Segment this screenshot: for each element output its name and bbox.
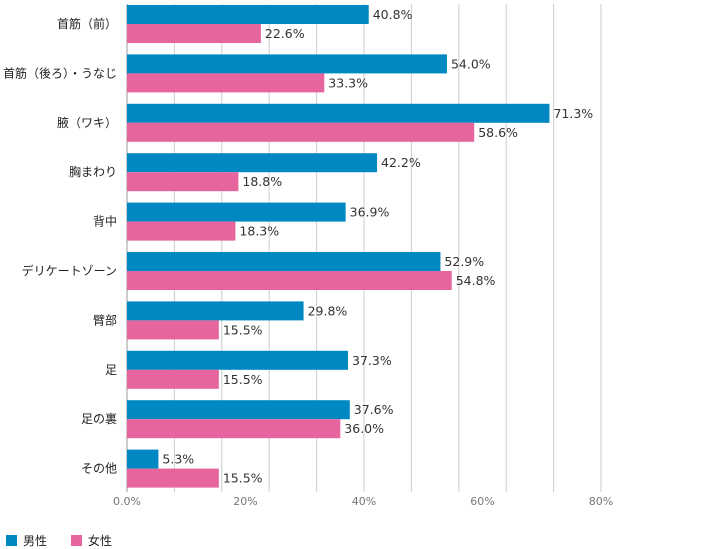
category-label: 首筋（前） bbox=[57, 16, 117, 31]
category-label: 胸まわり bbox=[69, 164, 117, 179]
data-label: 52.9% bbox=[444, 254, 484, 269]
data-label: 15.5% bbox=[223, 322, 263, 337]
data-label: 18.8% bbox=[242, 174, 282, 189]
category-label: 足の裏 bbox=[81, 411, 117, 426]
category-label: その他 bbox=[81, 462, 117, 476]
x-tick-labels: 0.0% 20% 40% 60% 80% bbox=[113, 495, 613, 508]
bar-female bbox=[127, 172, 239, 192]
data-label: 54.8% bbox=[456, 273, 496, 288]
bar-female bbox=[127, 271, 452, 290]
legend-label-male: 男性 bbox=[23, 534, 48, 548]
x-tick-label: 40% bbox=[352, 495, 376, 508]
x-tick-label: 80% bbox=[589, 495, 613, 508]
legend-swatch-male bbox=[6, 535, 17, 546]
data-label: 54.0% bbox=[451, 56, 491, 71]
data-label: 71.3% bbox=[553, 106, 593, 121]
legend-item-male: 男性 bbox=[6, 532, 47, 549]
bar-male bbox=[127, 252, 441, 271]
category-label: 背中 bbox=[93, 214, 117, 229]
data-label: 58.6% bbox=[478, 125, 518, 140]
data-label: 37.6% bbox=[354, 402, 394, 417]
bar-female bbox=[127, 24, 261, 43]
category-label: 臂部 bbox=[93, 312, 117, 327]
data-label: 5.3% bbox=[162, 452, 194, 467]
category-label: 腋（ワキ） bbox=[57, 115, 117, 130]
data-label: 40.8% bbox=[373, 7, 413, 22]
bar-male bbox=[127, 153, 378, 173]
legend: 男性 女性 bbox=[6, 532, 112, 549]
bar-male bbox=[127, 301, 304, 321]
data-label: 36.9% bbox=[350, 205, 390, 220]
bar-female bbox=[127, 419, 341, 439]
data-label: 37.3% bbox=[352, 353, 392, 368]
x-tick-label: 0.0% bbox=[113, 495, 141, 508]
category-label: 首筋（後ろ）・うなじ bbox=[3, 65, 117, 80]
legend-swatch-female bbox=[71, 535, 83, 546]
bar-female bbox=[127, 221, 236, 241]
bar-male bbox=[127, 449, 159, 469]
bar-male bbox=[127, 400, 350, 420]
bar-male bbox=[127, 54, 447, 74]
data-label: 15.5% bbox=[223, 471, 263, 486]
bar-female bbox=[127, 369, 219, 389]
bar-female bbox=[127, 320, 219, 340]
data-label: 29.8% bbox=[308, 303, 348, 318]
legend-item-female: 女性 bbox=[71, 532, 112, 549]
bar-male bbox=[127, 350, 349, 370]
category-label: 足 bbox=[105, 363, 117, 377]
bar-female bbox=[127, 468, 219, 488]
data-label: 22.6% bbox=[265, 26, 305, 41]
data-label: 36.0% bbox=[344, 421, 384, 436]
x-tick-label: 60% bbox=[470, 495, 494, 508]
data-label: 33.3% bbox=[328, 75, 368, 90]
bar-male bbox=[127, 5, 369, 24]
bar-male bbox=[127, 202, 346, 222]
bars: 40.8% 22.6% 54.0% 33.3% 71.3% 58.6% 42.2% 18.8%… bbox=[127, 5, 593, 488]
x-tick-label: 20% bbox=[233, 495, 257, 508]
bar-male bbox=[127, 103, 550, 123]
data-label: 18.3% bbox=[239, 224, 279, 239]
legend-label-female: 女性 bbox=[88, 534, 113, 548]
data-label: 42.2% bbox=[381, 155, 421, 170]
category-label: デリケートゾーン bbox=[22, 263, 117, 278]
bar-female bbox=[127, 122, 475, 142]
data-label: 15.5% bbox=[223, 372, 263, 387]
bar-female bbox=[127, 73, 325, 93]
